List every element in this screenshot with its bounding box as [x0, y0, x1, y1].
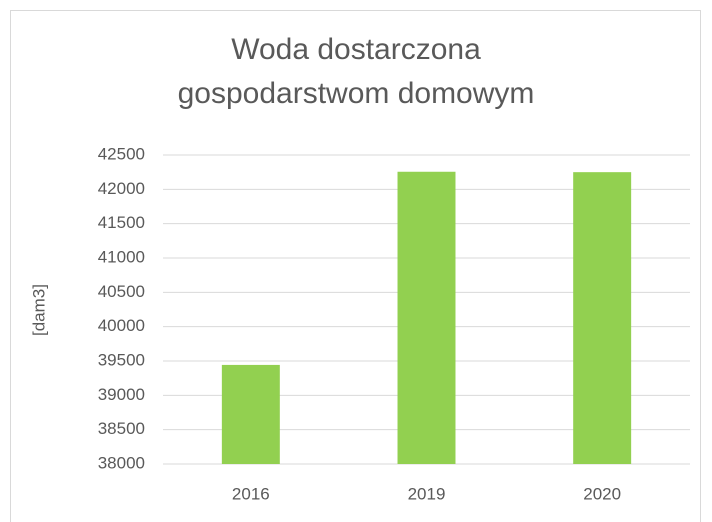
x-tick-label: 2019 [408, 484, 446, 503]
bar [221, 364, 280, 464]
y-tick-label: 41000 [98, 247, 145, 266]
y-tick-label: 38500 [98, 419, 145, 438]
y-tick-label: 42500 [98, 144, 145, 163]
chart-title: Woda dostarczona gospodarstwom domowym [177, 33, 535, 110]
y-tick-label: 41500 [98, 213, 145, 232]
y-tick-label: 39500 [98, 350, 145, 369]
chart-border [10, 10, 701, 522]
bar [397, 171, 456, 464]
y-axis-label: [dam3] [29, 284, 48, 336]
y-tick-label: 40000 [98, 316, 145, 335]
x-tick-label: 2016 [232, 484, 270, 503]
bar [573, 172, 632, 464]
y-tick-label: 40500 [98, 282, 145, 301]
x-tick-label: 2020 [583, 484, 621, 503]
y-tick-label: 42000 [98, 179, 145, 198]
y-tick-label: 38000 [98, 453, 145, 472]
y-tick-label: 39000 [98, 385, 145, 404]
